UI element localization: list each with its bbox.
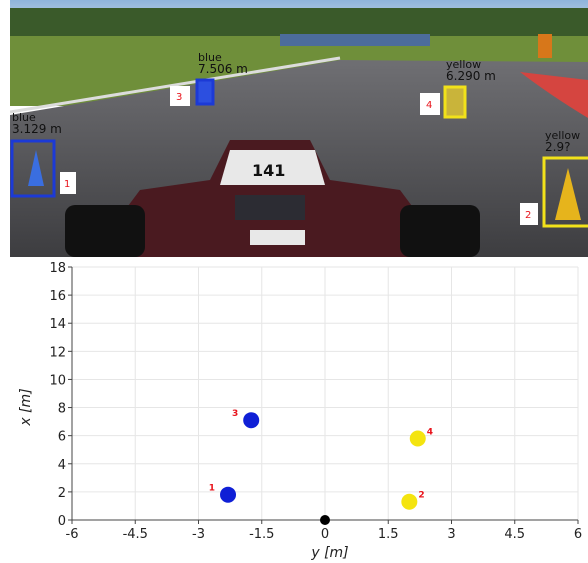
vehicle-origin-point: [320, 515, 330, 525]
cone-point-4: [409, 430, 426, 447]
x-tick-label: 3: [447, 527, 455, 542]
detection-1-id: 1: [64, 179, 70, 190]
y-tick-label: 16: [49, 289, 66, 304]
detection-3-distance: 7.506 m: [198, 62, 248, 76]
car-number: 141: [252, 161, 285, 180]
cone-point-label-3: 3: [232, 409, 238, 419]
fence: [280, 34, 430, 46]
detection-1: blue 3.129 m 1: [10, 111, 76, 198]
bbox-4: [443, 85, 467, 119]
blue-cone: [28, 150, 44, 186]
detection-3-color: blue: [198, 51, 222, 64]
detection-1-tag: [60, 172, 76, 194]
detection-3-id: 3: [176, 92, 182, 103]
y-tick-label: 2: [58, 486, 66, 501]
cone-point-label-2: 2: [418, 491, 424, 501]
detection-4-color: yellow: [446, 58, 481, 71]
detection-2-tag: [520, 203, 538, 225]
y-axis-label: x [m]: [18, 388, 34, 426]
x-tick-label: -3: [192, 527, 205, 542]
race-car: 141: [65, 140, 480, 257]
cone-point-3: [243, 412, 260, 429]
detection-1-distance: 3.129 m: [12, 122, 62, 136]
x-tick-label: -6: [66, 527, 79, 542]
track-line: [10, 56, 341, 114]
y-tick-label: 10: [49, 373, 66, 388]
y-tick-label: 12: [49, 345, 66, 360]
y-tick-label: 8: [58, 402, 66, 417]
chart-points: 1 2 3 4: [209, 409, 433, 525]
x-axis-label: y [m]: [310, 545, 348, 561]
detection-4-id: 4: [426, 100, 432, 111]
y-tick-label: 18: [49, 261, 66, 276]
detection-3: blue 7.506 m 3: [170, 51, 248, 106]
x-tick-label: -4.5: [123, 527, 148, 542]
x-tick-label: -1.5: [249, 527, 274, 542]
cone-point-2: [401, 493, 418, 510]
bbox-1: [10, 139, 56, 198]
detection-3-tag: [170, 86, 190, 106]
cone-point-label-4: 4: [427, 427, 433, 437]
x-tick-label: 0: [321, 527, 329, 542]
yellow-cone: [555, 168, 581, 220]
detection-2-distance: 2.9?: [545, 140, 570, 154]
x-tick-label: 4.5: [504, 527, 525, 542]
detection-4-distance: 6.290 m: [446, 69, 496, 83]
detection-4-tag: [420, 93, 440, 115]
x-tick-label: 6: [574, 527, 582, 542]
bbox-3: [195, 78, 215, 106]
bbox-2: [542, 156, 588, 228]
cone-point-1: [220, 486, 237, 503]
detection-4: yellow 6.290 m 4: [420, 58, 496, 119]
cone-far: [538, 34, 552, 58]
tree-line: [10, 8, 588, 38]
camera-view: 141 blue 3.129 m 1 yellow 2.9? 2 blue 7.…: [10, 0, 588, 257]
y-tick-label: 4: [58, 458, 66, 473]
cone-point-label-1: 1: [209, 484, 215, 494]
detection-2-color: yellow: [545, 129, 580, 142]
detection-2-id: 2: [525, 210, 531, 221]
detection-2: yellow 2.9? 2: [520, 129, 588, 228]
detection-1-color: blue: [12, 111, 36, 124]
y-tick-label: 0: [58, 514, 66, 529]
y-tick-label: 14: [49, 317, 66, 332]
x-tick-label: 1.5: [378, 527, 399, 542]
track-curb: [520, 72, 588, 118]
chart-grid: [71, 266, 579, 521]
y-tick-label: 6: [58, 430, 66, 445]
